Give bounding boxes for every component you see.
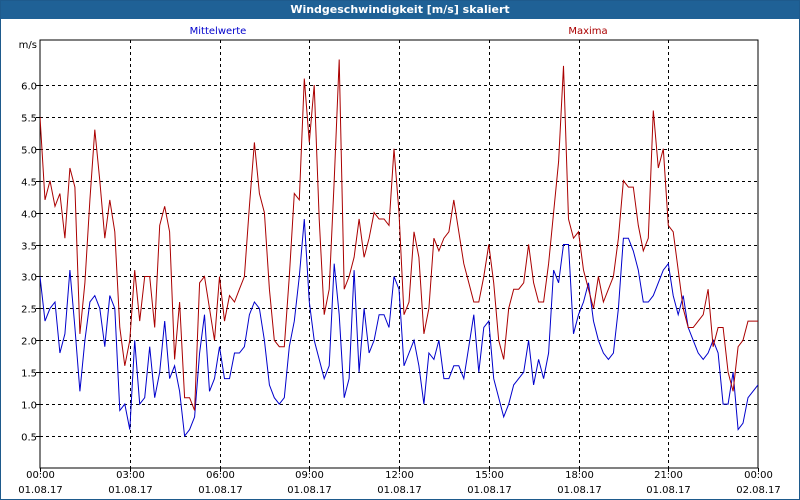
series-line-maxima [40,59,758,411]
legend-mittelwerte: Mittelwerte [190,26,247,37]
x-tick-time: 12:00 [385,470,414,481]
x-tick-date: 01.08.17 [18,485,63,496]
y-tick-label: 4.0 [21,210,37,221]
x-tick-time: 09:00 [295,470,324,481]
window-title: Windgeschwindigkeit [m/s] skaliert [1,1,799,19]
y-axis-label: m/s [19,40,37,51]
y-tick-label: 3.5 [21,242,37,253]
x-tick-date: 01.08.17 [108,485,153,496]
x-tick-date: 01.08.17 [646,485,691,496]
x-tick-date: 01.08.17 [198,485,243,496]
y-tick-label: 1.0 [21,401,37,412]
y-tick-label: 0.5 [21,433,37,444]
x-tick-date: 02.08.17 [736,485,781,496]
y-tick-label: 5.5 [21,114,37,125]
y-tick-label: 1.5 [21,369,37,380]
x-tick-time: 00:00 [26,470,55,481]
series-line-mittelwerte [40,218,758,438]
y-tick-label: 5.0 [21,146,37,157]
x-tick-time: 18:00 [565,470,594,481]
x-tick-date: 01.08.17 [557,485,602,496]
x-tick-time: 00:00 [744,470,773,481]
x-tick-time: 15:00 [475,470,504,481]
x-tick-date: 01.08.17 [377,485,422,496]
y-tick-label: 4.5 [21,178,37,189]
y-tick-label: 6.0 [21,82,37,93]
legend-maxima: Maxima [568,26,607,37]
x-tick-time: 03:00 [116,470,145,481]
y-tick-label: 2.5 [21,305,37,316]
x-tick-date: 01.08.17 [287,485,332,496]
x-tick-date: 01.08.17 [467,485,512,496]
y-tick-label: 2.0 [21,337,37,348]
x-tick-time: 21:00 [654,470,683,481]
y-tick-label: 3.0 [21,273,37,284]
plot-area [39,39,759,469]
x-tick-time: 06:00 [206,470,235,481]
